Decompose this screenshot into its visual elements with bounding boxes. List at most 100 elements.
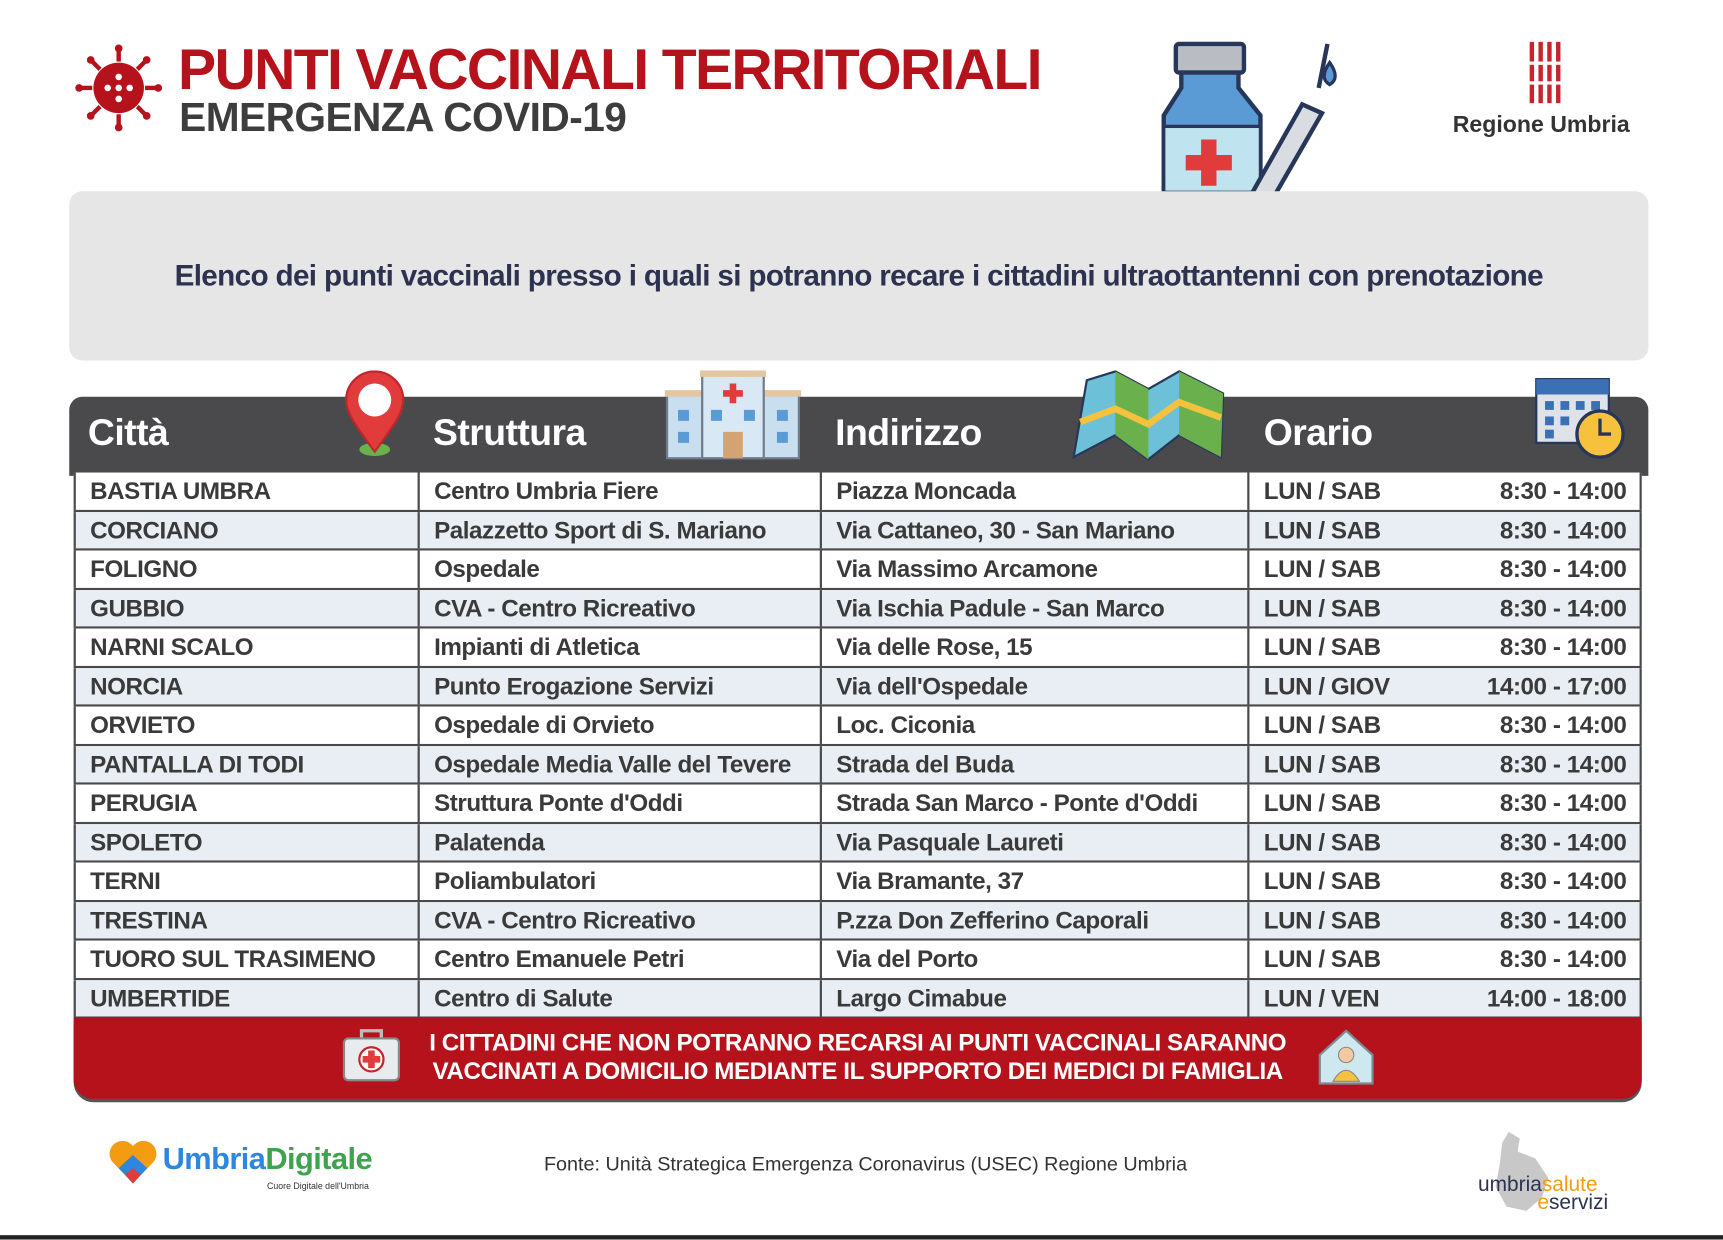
cell-giorni: LUN / SAB — [1263, 554, 1381, 583]
cell-indirizzo: Via Massimo Arcamone — [822, 550, 1250, 588]
cell-citta: BASTIA UMBRA — [73, 472, 420, 510]
cell-struttura: Centro Umbria Fiere — [420, 472, 822, 510]
column-header-orario: Orario — [1263, 412, 1373, 454]
cell-indirizzo: Via del Porto — [822, 940, 1250, 978]
logo-digitale: Digitale — [265, 1141, 373, 1176]
cell-struttura: Impianti di Atletica — [420, 628, 822, 666]
logo-umbria-text: umbria — [1478, 1173, 1542, 1197]
cell-orario: LUN / SAB 8:30 - 14:00 — [1249, 940, 1642, 978]
cell-indirizzo: Strada del Buda — [822, 745, 1250, 783]
table-row: BASTIA UMBRA Centro Umbria Fiere Piazza Mo… — [73, 472, 1642, 512]
table-row: TRESTINA CVA - Centro Ricreativo P.zza Don… — [73, 901, 1642, 941]
cell-giorni: LUN / VEN — [1263, 984, 1380, 1012]
cell-ore: 8:30 - 14:00 — [1499, 476, 1627, 505]
vaccination-points-table: BASTIA UMBRA Centro Umbria Fiere Piazza Mo… — [73, 472, 1642, 1019]
cell-giorni: LUN / SAB — [1263, 476, 1381, 505]
cell-indirizzo: Loc. Ciconia — [822, 706, 1250, 744]
cell-struttura: Palatenda — [420, 823, 822, 861]
cell-struttura: Punto Erogazione Servizi — [420, 667, 822, 705]
table-row: NARNI SCALO Impianti di Atletica Via delle… — [73, 628, 1642, 668]
table-row: TUORO SUL TRASIMENO Centro Emanuele Petri… — [73, 940, 1642, 980]
calendar-clock-icon — [1535, 378, 1625, 459]
cell-struttura: CVA - Centro Ricreativo — [420, 901, 822, 939]
cell-ore: 8:30 - 14:00 — [1499, 632, 1627, 661]
notice-line-1: I CITTADINI CHE NON POTRANNO RECARSI AI … — [429, 1028, 1287, 1057]
location-pin-icon — [345, 370, 405, 457]
source-text: Fonte: Unità Strategica Emergenza Corona… — [543, 1152, 1188, 1175]
column-header-indirizzo: Indirizzo — [835, 412, 982, 454]
cell-giorni: LUN / SAB — [1263, 867, 1381, 895]
cell-ore: 14:00 - 18:00 — [1486, 984, 1627, 1012]
cell-struttura: Ospedale — [420, 550, 822, 588]
cell-giorni: LUN / SAB — [1263, 945, 1381, 973]
table-row: ORVIETO Ospedale di Orvieto Loc. Ciconia LU… — [73, 706, 1642, 746]
logo-umbria: Umbria — [162, 1141, 266, 1176]
cell-indirizzo: Via Pasquale Laureti — [822, 823, 1250, 861]
cell-struttura: Poliambulatori — [420, 862, 822, 900]
cell-citta: SPOLETO — [73, 823, 420, 861]
table-row: GUBBIO CVA - Centro Ricreativo Via Ischia … — [73, 589, 1642, 629]
table-row: UMBERTIDE Centro di Salute Largo Cimabue LU… — [73, 979, 1642, 1019]
cell-orario: LUN / SAB 8:30 - 14:00 — [1249, 784, 1642, 822]
cell-citta: NARNI SCALO — [73, 628, 420, 666]
home-doctor-icon — [1318, 1029, 1374, 1085]
cell-struttura: Centro di Salute — [420, 979, 822, 1017]
umbria-map-icon — [1495, 1131, 1549, 1211]
cell-citta: TERNI — [73, 862, 420, 900]
cell-orario: LUN / SAB 8:30 - 14:00 — [1249, 745, 1642, 783]
cell-giorni: LUN / SAB — [1263, 828, 1381, 856]
cell-ore: 8:30 - 14:00 — [1499, 593, 1627, 622]
cell-citta: UMBERTIDE — [73, 979, 420, 1017]
table-row: PERUGIA Struttura Ponte d'Oddi Strada San … — [73, 784, 1642, 824]
column-header-citta: Città — [87, 412, 169, 454]
cell-orario: LUN / SAB 8:30 - 14:00 — [1249, 589, 1642, 627]
logo-tagline: Cuore Digitale dell'Umbria — [267, 1181, 369, 1192]
cell-citta: ORVIETO — [73, 706, 420, 744]
cell-citta: NORCIA — [73, 667, 420, 705]
cell-citta: FOLIGNO — [73, 550, 420, 588]
cell-citta: TRESTINA — [73, 901, 420, 939]
cell-giorni: LUN / SAB — [1263, 749, 1381, 778]
cell-struttura: Centro Emanuele Petri — [420, 940, 822, 978]
cell-ore: 8:30 - 14:00 — [1499, 789, 1627, 817]
cell-ore: 8:30 - 14:00 — [1499, 945, 1627, 973]
table-row: CORCIANO Palazzetto Sport di S. Mariano Vi… — [73, 511, 1642, 551]
table-header: Città Struttura Indirizzo Orario — [69, 396, 1649, 476]
medical-kit-icon — [342, 1029, 400, 1082]
intro-box: Elenco dei punti vaccinali presso i qual… — [69, 191, 1649, 361]
cell-citta: PANTALLA DI TODI — [73, 745, 420, 783]
cell-struttura: Struttura Ponte d'Oddi — [420, 784, 822, 822]
cell-citta: PERUGIA — [73, 784, 420, 822]
virus-icon — [75, 44, 163, 132]
intro-text: Elenco dei punti vaccinali presso i qual… — [174, 258, 1544, 292]
column-header-struttura: Struttura — [432, 412, 586, 454]
cell-struttura: CVA - Centro Ricreativo — [420, 589, 822, 627]
cell-orario: LUN / SAB 8:30 - 14:00 — [1249, 706, 1642, 744]
heart-logo-icon — [109, 1140, 157, 1184]
cell-indirizzo: Largo Cimabue — [822, 979, 1250, 1017]
cell-ore: 8:30 - 14:00 — [1499, 906, 1627, 934]
table-row: TERNI Poliambulatori Via Bramante, 37 LUN /… — [73, 862, 1642, 902]
cell-indirizzo: P.zza Don Zefferino Caporali — [822, 901, 1250, 939]
cell-orario: LUN / SAB 8:30 - 14:00 — [1249, 511, 1642, 549]
cell-orario: LUN / SAB 8:30 - 14:00 — [1249, 550, 1642, 588]
cell-giorni: LUN / SAB — [1263, 515, 1381, 544]
umbria-digitale-logo: UmbriaDigitale Cuore Digitale dell'Umbri… — [108, 1135, 383, 1201]
table-row: PANTALLA DI TODI Ospedale Media Valle del… — [73, 745, 1642, 785]
cell-giorni: LUN / SAB — [1263, 632, 1381, 661]
cell-orario: LUN / VEN 14:00 - 18:00 — [1249, 979, 1642, 1017]
umbria-salute-logo: umbriasalute eservizi — [1478, 1130, 1615, 1214]
logo-e-text: e — [1537, 1191, 1549, 1215]
logo-servizi-text: servizi — [1548, 1191, 1609, 1215]
cell-orario: LUN / SAB 8:30 - 14:00 — [1249, 862, 1642, 900]
regione-umbria-label: Regione Umbria — [1452, 112, 1630, 138]
cell-citta: CORCIANO — [73, 511, 420, 549]
cell-indirizzo: Via Ischia Padule - San Marco — [822, 589, 1250, 627]
cell-indirizzo: Via delle Rose, 15 — [822, 628, 1250, 666]
page-title: PUNTI VACCINALI TERRITORIALI — [178, 38, 1042, 103]
cell-orario: LUN / SAB 8:30 - 14:00 — [1249, 472, 1642, 510]
cell-giorni: LUN / GIOV — [1263, 671, 1390, 700]
cell-ore: 8:30 - 14:00 — [1499, 515, 1627, 544]
regione-umbria-logo — [1527, 41, 1568, 104]
cell-orario: LUN / GIOV 14:00 - 17:00 — [1249, 667, 1642, 705]
